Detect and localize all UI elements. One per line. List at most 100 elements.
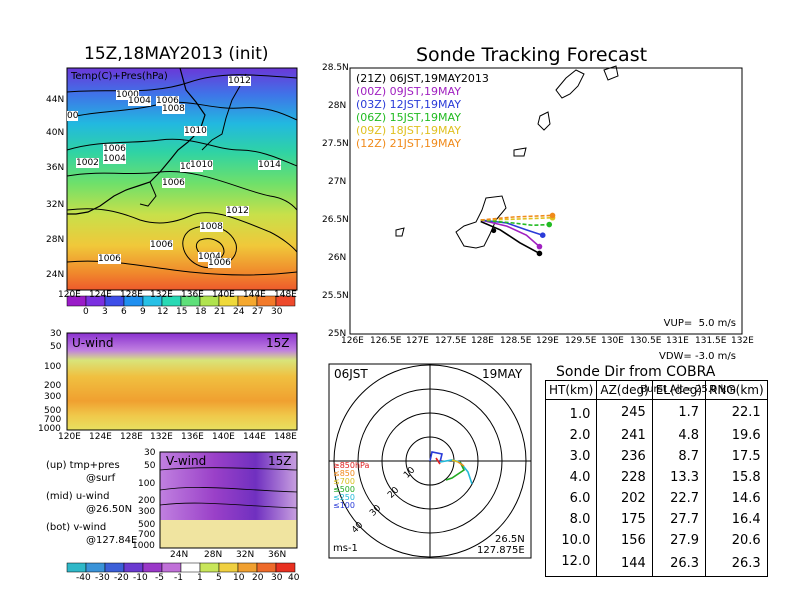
table-row: 4.0 228 13.3 15.8 xyxy=(544,467,768,488)
temp-scale-label: 3 xyxy=(102,307,108,317)
isobar-label: 1006 xyxy=(156,96,179,106)
sonde-table-wrap: HT(km) AZ(deg) EL(deg) RNG(km) 1.0 245 1.7… xyxy=(544,380,768,577)
legend-entry: (03Z) 12JST,19MAY xyxy=(356,98,461,111)
map-frame xyxy=(66,67,298,291)
track-end-point xyxy=(536,250,543,257)
temp-scale-label: 9 xyxy=(140,307,146,317)
level-label: ≤500 xyxy=(333,485,355,494)
table-cell: 17.5 xyxy=(705,446,768,467)
pres-tick: 500 xyxy=(44,406,62,416)
wind-scale-label: -1 xyxy=(174,573,183,583)
isobar-label: 1014 xyxy=(258,160,281,170)
table-cell: 16.4 xyxy=(705,509,768,530)
table-cell: 3.0 xyxy=(544,446,598,467)
table-cell: 8.7 xyxy=(651,446,707,467)
island-outlines xyxy=(395,65,619,249)
legend-entry: (21Z) 06JST,19MAY2013 xyxy=(356,72,489,85)
track-series-line xyxy=(480,220,540,255)
table-cell: 26.3 xyxy=(705,551,768,577)
isobar-label: 1004 xyxy=(103,154,126,164)
table-cell: 2.0 xyxy=(544,425,598,446)
pres-tick: 500 xyxy=(138,520,156,530)
coastline xyxy=(139,73,247,207)
table-cell: 241 xyxy=(596,425,653,446)
table-cell: 22.7 xyxy=(651,488,707,509)
temp-scale-label: 12 xyxy=(157,307,169,317)
pres-tick: 300 xyxy=(44,392,62,402)
wind-scale-label: 1 xyxy=(197,573,203,583)
wind-scale-label: -30 xyxy=(95,573,110,583)
lon-tick: 144E xyxy=(243,432,266,442)
track-end-point xyxy=(549,212,556,219)
isobar-label: 1008 xyxy=(162,104,185,114)
track-x-tick: 130.5E xyxy=(630,336,662,346)
lon-tick: 148E xyxy=(274,290,297,300)
track-y-tick: 27.5N xyxy=(322,139,349,149)
table-cell: 228 xyxy=(596,467,653,488)
isobar-label: 1012 xyxy=(228,76,251,86)
table-cell: 236 xyxy=(596,446,653,467)
track-x-tick: 128E xyxy=(471,336,494,346)
isobar-label: 1010 xyxy=(184,126,207,136)
isobar-label: 1010 xyxy=(190,160,213,170)
track-series-line xyxy=(480,216,553,221)
wind-scale-label: -20 xyxy=(114,573,129,583)
vwind-contours xyxy=(159,467,298,509)
track-y-tick: 28.5N xyxy=(322,63,349,73)
vwind-time: 15Z xyxy=(268,454,292,468)
pres-tick: 300 xyxy=(138,507,156,517)
pres-tick: 700 xyxy=(44,415,62,425)
track-end-point xyxy=(546,221,553,228)
vwind-label: V-wind xyxy=(166,454,207,468)
legend-entry: (12Z) 21JST,19MAY xyxy=(356,137,461,150)
track-series-line xyxy=(480,219,550,227)
wind-scale-label: 20 xyxy=(252,573,264,583)
isobar-label: 1012 xyxy=(226,206,249,216)
pres-tick: 100 xyxy=(138,479,156,489)
temp-scale-label: 27 xyxy=(252,307,264,317)
info-vdw: VDW= -3.0 m/s xyxy=(659,351,736,362)
track-y-tick: 28N xyxy=(328,101,347,111)
lat-tick: 28N xyxy=(46,235,65,245)
table-cell: 15.8 xyxy=(705,467,768,488)
isobar-label: 1006 xyxy=(103,144,126,154)
track-y-tick: 26N xyxy=(328,253,347,263)
vwind-lower xyxy=(160,520,297,548)
legend-line: (up) tmp+pres xyxy=(46,460,120,471)
hodograph-date: 19MAY xyxy=(482,367,523,381)
map-field-label: Temp(C)+Pres(hPa) xyxy=(71,71,168,82)
track-end-point xyxy=(536,243,543,250)
isobar-label: 1002 xyxy=(76,158,99,168)
table-row: 2.0 241 4.8 19.6 xyxy=(544,425,768,446)
table-cell: 8.0 xyxy=(544,509,598,530)
isobar-label: 1004 xyxy=(128,96,151,106)
legend-line: @26.50N xyxy=(86,504,133,515)
isobar-label: 00 xyxy=(67,111,79,121)
table-cell: 26.3 xyxy=(651,551,707,577)
wind-scale-label: 10 xyxy=(233,573,245,583)
pres-tick: 30 xyxy=(50,329,62,339)
table-cell: 27.9 xyxy=(651,530,707,551)
isobar-label: 1004 xyxy=(198,252,221,262)
wind-scale-label: 30 xyxy=(271,573,283,583)
track-x-tick: 130E xyxy=(601,336,624,346)
meteo-map-title: 15Z,18MAY2013 (init) xyxy=(84,44,269,64)
table-cell: 20.6 xyxy=(705,530,768,551)
track-x-tick: 131.5E xyxy=(695,336,727,346)
table-cell: 27.7 xyxy=(651,509,707,530)
pres-tick: 1000 xyxy=(132,541,155,551)
table-row: 10.0 156 27.9 20.6 xyxy=(544,530,768,551)
sonde-table-title: Sonde Dir from COBRA xyxy=(556,364,716,380)
uwind-field xyxy=(67,333,297,430)
lon-tick: 144E xyxy=(243,290,266,300)
table-cell: 6.0 xyxy=(544,488,598,509)
temp-scale-label: 18 xyxy=(195,307,207,317)
column-header: HT(km) xyxy=(544,380,598,400)
track-end-point xyxy=(539,232,546,238)
pres-tick: 50 xyxy=(50,342,62,352)
lon-tick: 136E xyxy=(181,432,204,442)
track-x-tick: 129E xyxy=(536,336,559,346)
lon-tick: 120E xyxy=(58,290,81,300)
lon-tick: 128E xyxy=(120,290,143,300)
